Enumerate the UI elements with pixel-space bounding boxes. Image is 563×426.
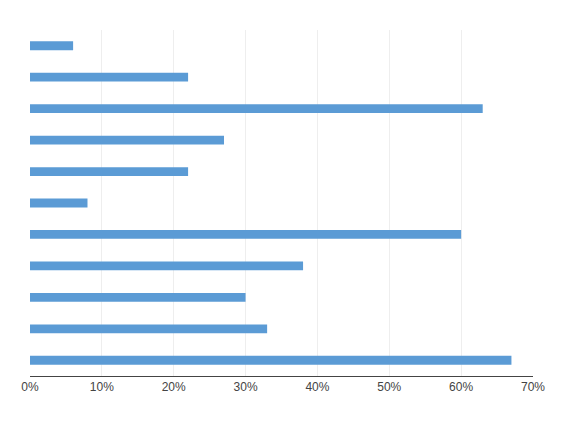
svg-text:70%: 70%: [521, 380, 545, 394]
svg-text:0%: 0%: [21, 380, 39, 394]
svg-text:50%: 50%: [377, 380, 401, 394]
svg-text:20%: 20%: [162, 380, 186, 394]
svg-text:60%: 60%: [449, 380, 473, 394]
svg-text:30%: 30%: [234, 380, 258, 394]
svg-text:10%: 10%: [90, 380, 114, 394]
svg-text:40%: 40%: [305, 380, 329, 394]
